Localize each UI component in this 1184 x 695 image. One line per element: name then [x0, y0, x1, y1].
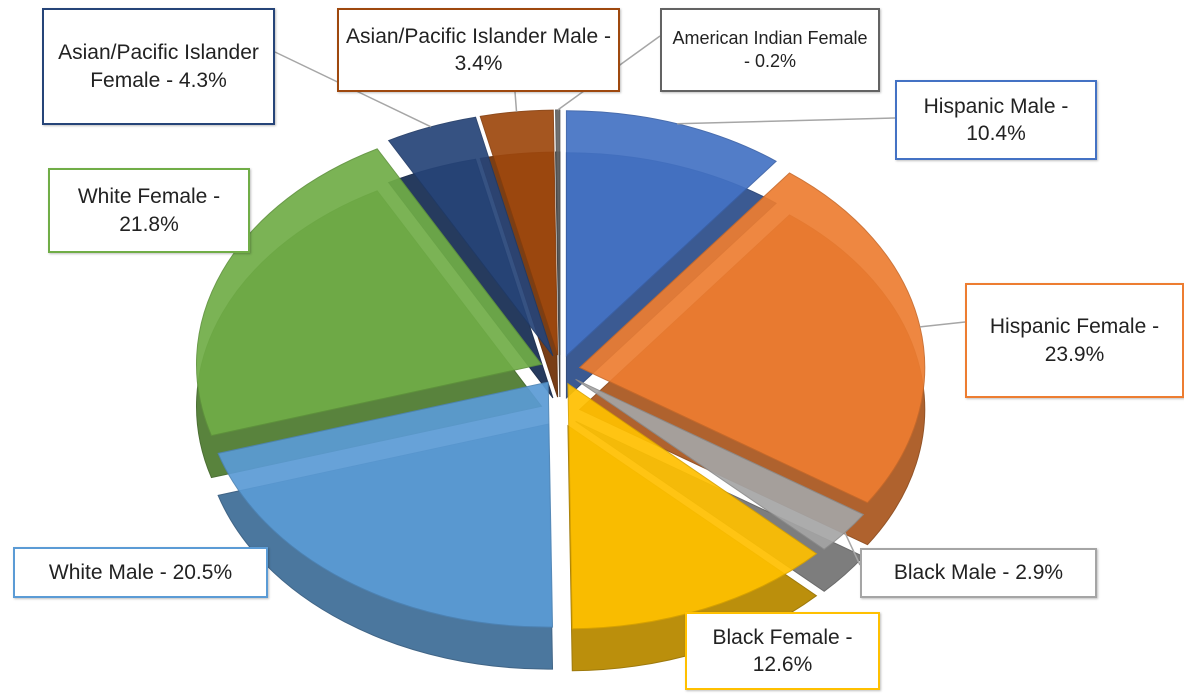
data-label: White Male - 20.5% — [13, 547, 268, 598]
leader-line — [919, 321, 966, 328]
data-label: Hispanic Male - 10.4% — [895, 80, 1097, 160]
slice — [479, 109, 559, 356]
slice — [565, 110, 778, 357]
leader-line — [514, 91, 518, 112]
data-label: Asian/Pacific Islander Female - 4.3% — [42, 8, 275, 125]
slice — [387, 116, 554, 357]
data-label: Black Female - 12.6% — [685, 612, 880, 690]
slice — [578, 172, 926, 504]
data-label: White Female - 21.8% — [48, 168, 250, 253]
slice — [217, 381, 554, 628]
slice — [567, 382, 818, 630]
leader-line — [844, 532, 861, 566]
leader-line — [677, 117, 896, 125]
data-label: Black Male - 2.9% — [860, 548, 1097, 598]
data-label: Asian/Pacific Islander Male - 3.4% — [337, 8, 620, 92]
data-label: American Indian Female - 0.2% — [660, 8, 880, 92]
data-label: Hispanic Female - 23.9% — [965, 283, 1184, 398]
slice — [575, 378, 865, 550]
slice — [555, 109, 561, 356]
slice — [196, 148, 543, 437]
